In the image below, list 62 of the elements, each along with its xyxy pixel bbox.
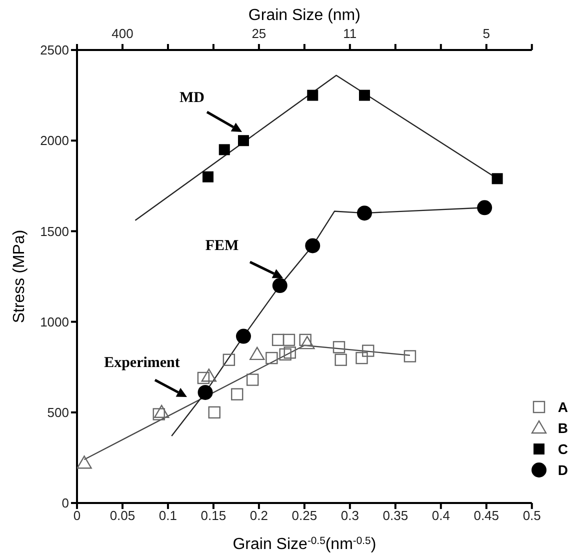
point bbox=[334, 354, 347, 366]
point bbox=[208, 406, 220, 418]
text: 25 bbox=[252, 26, 266, 41]
annotation: FEM bbox=[205, 238, 239, 254]
x-tick-label: 0.45 bbox=[474, 508, 500, 524]
y-tick-label: 2000 bbox=[40, 133, 69, 148]
point bbox=[492, 173, 503, 184]
point bbox=[238, 135, 249, 146]
x2-axis-title: Grain Size (nm) bbox=[248, 7, 360, 24]
x-tick-label: 0.3 bbox=[340, 508, 359, 524]
point bbox=[231, 388, 244, 400]
point bbox=[222, 354, 236, 366]
point bbox=[356, 206, 372, 221]
y-tick-label: 1000 bbox=[40, 314, 69, 330]
legend-label: A bbox=[558, 398, 568, 414]
point bbox=[198, 384, 213, 400]
point bbox=[362, 344, 374, 357]
x-tick-label: 0.25 bbox=[292, 508, 318, 524]
x-tick-label: 0.05 bbox=[110, 508, 136, 524]
text: 5 bbox=[482, 26, 490, 41]
x-tick-label: 0.1 bbox=[158, 508, 178, 524]
legend-label: B bbox=[558, 420, 568, 436]
text: 11 bbox=[343, 26, 357, 41]
point bbox=[279, 348, 292, 361]
annotation: Experiment bbox=[104, 355, 180, 371]
point bbox=[250, 346, 265, 360]
text: 400 bbox=[112, 26, 134, 41]
x-tick-label: 0.2 bbox=[250, 508, 268, 524]
point bbox=[305, 238, 320, 254]
y-tick-label: 1500 bbox=[40, 224, 69, 239]
point bbox=[202, 171, 214, 182]
point bbox=[266, 352, 278, 364]
point bbox=[236, 328, 251, 344]
annotation: MD bbox=[180, 90, 205, 106]
point bbox=[154, 404, 170, 418]
point bbox=[307, 90, 318, 101]
point bbox=[218, 144, 230, 156]
x-tick-label: 0.35 bbox=[382, 508, 408, 524]
point bbox=[284, 346, 296, 359]
x-tick-label: 0.5 bbox=[522, 508, 541, 524]
point bbox=[272, 278, 288, 294]
point bbox=[358, 90, 370, 101]
x-tick-label: 0.4 bbox=[432, 508, 450, 524]
legend-label: D bbox=[558, 462, 568, 478]
point bbox=[246, 374, 259, 386]
y-axis-title: Stress (MPa) bbox=[11, 230, 28, 324]
point bbox=[282, 334, 296, 346]
y-tick-label: 2500 bbox=[40, 42, 69, 58]
legend-label: C bbox=[558, 440, 568, 456]
point bbox=[201, 368, 217, 382]
x-axis-title: Grain Size$^{-0.5}$(nm$^{-0.5}$) bbox=[232, 536, 376, 553]
x-tick-label: 0.15 bbox=[200, 508, 226, 524]
x-tick-label: 0 bbox=[73, 508, 81, 524]
point bbox=[272, 334, 284, 346]
y-tick-label: 0 bbox=[62, 496, 69, 511]
point bbox=[77, 456, 92, 469]
y-tick-label: 500 bbox=[47, 405, 69, 420]
point bbox=[332, 341, 346, 354]
point bbox=[477, 200, 492, 216]
point bbox=[356, 352, 368, 364]
point bbox=[404, 350, 416, 362]
point bbox=[300, 336, 315, 350]
